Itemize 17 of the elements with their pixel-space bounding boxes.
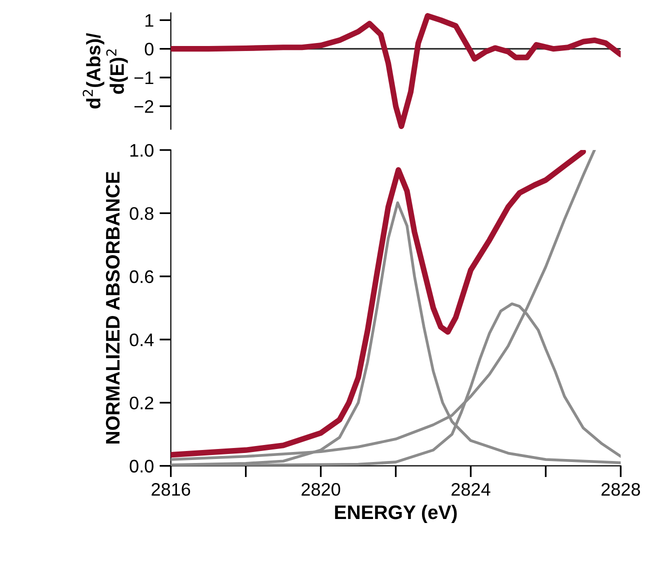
y-tick-label: 1 <box>145 14 154 27</box>
y-tick-label: 1.0 <box>130 144 154 157</box>
y-tick-label: 0.4 <box>130 333 154 346</box>
y-tick-label: −2 <box>134 100 154 113</box>
x-axis-title: ENERGY (eV) <box>335 504 457 524</box>
y-tick-label: 0.0 <box>130 460 154 473</box>
x-tick-label: 2816 <box>152 483 190 496</box>
y-tick-label: 0.6 <box>130 270 154 284</box>
y-tick-label: 0 <box>144 42 154 56</box>
y-tick-label: 0.8 <box>130 207 154 220</box>
x-tick-label: 2824 <box>452 483 490 496</box>
x-tick-label: 2820 <box>302 483 340 496</box>
y-tick-label: 0.2 <box>130 396 154 410</box>
y-axis-title: NORMALIZED ABSORBANCE <box>106 172 120 444</box>
y-tick-label: −1 <box>134 72 154 84</box>
y-axis-title: d$^{2}$(Abs)/ d(E)$^{2}$ <box>82 33 128 108</box>
x-tick-label: 2828 <box>602 483 640 496</box>
